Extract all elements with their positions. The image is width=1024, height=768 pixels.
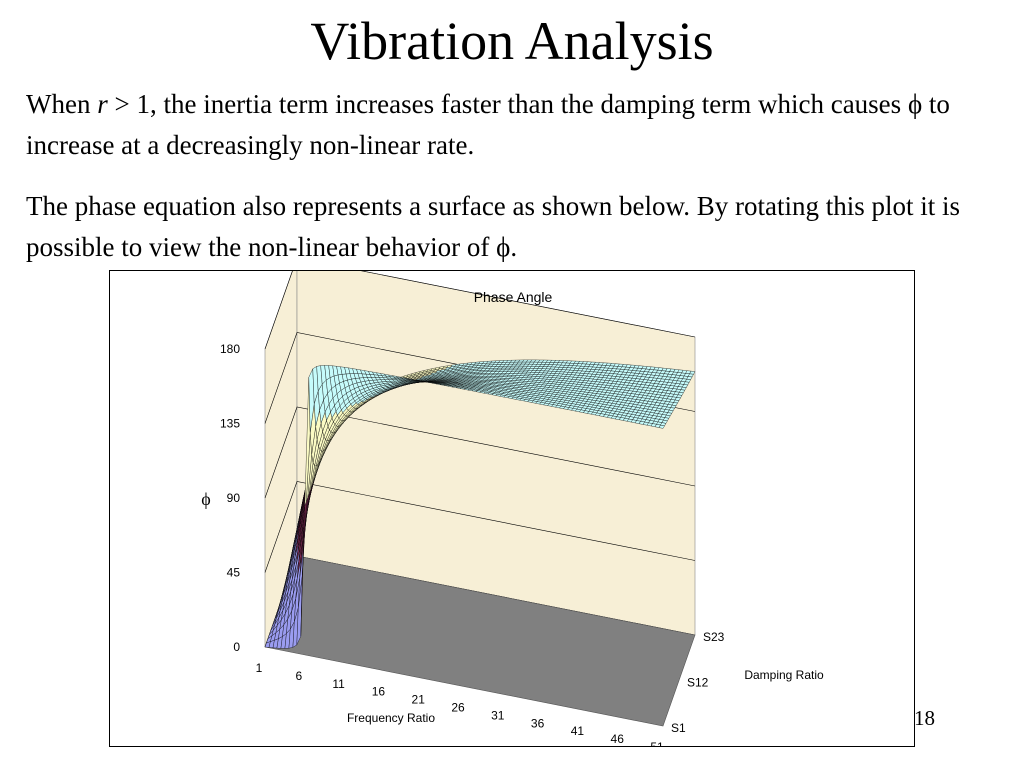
x-tick-label: 51 [650,740,664,746]
x-tick-label: 6 [295,669,302,683]
x-tick-label: 11 [332,677,345,691]
x-tick-label: 41 [571,724,585,738]
phi-symbol: ϕ [496,232,511,262]
x-axis-label: Frequency Ratio [347,711,435,725]
z-axis-label: ϕ [201,489,210,509]
y-tick-label: S1 [671,721,686,735]
gridline [264,406,696,499]
slide-number: 18 [914,706,935,730]
z-tick-label: 180 [220,342,240,356]
y-tick-label: S23 [703,630,725,644]
paragraph-surface: The phase equation also represents a sur… [26,191,961,262]
slide-title: Vibration Analysis [310,11,714,71]
z-tick-label: 0 [233,640,240,654]
x-tick-label: 46 [611,732,625,746]
chart-title: Phase Angle [474,289,553,305]
z-tick-label: 90 [227,491,241,505]
phi-symbol: ϕ [907,89,923,119]
y-axis-label: Damping Ratio [744,668,824,682]
x-tick-label: 21 [412,693,426,707]
x-tick-label: 36 [531,716,545,730]
paragraph-inertia: When r > 1, the inertia term increases f… [26,89,950,160]
x-tick-label: 16 [372,685,386,699]
z-tick-label: 45 [227,566,241,580]
gridline [264,481,696,573]
x-tick-label: 1 [256,661,263,675]
z-tick-label: 135 [220,417,240,431]
surface-cell [658,424,665,429]
x-tick-label: 26 [451,701,465,715]
variable-r: r [97,89,108,119]
phase-angle-chart: Phase Angle 0 45 90 135 180 ϕ 1 6 11 16 21 26 31 36 41 4… [109,270,915,747]
surface-plot: Phase Angle04590135180ϕ16111621263136414… [201,271,824,746]
y-tick-label: S12 [687,676,709,690]
gridline [264,271,696,350]
x-tick-label: 31 [491,708,505,722]
